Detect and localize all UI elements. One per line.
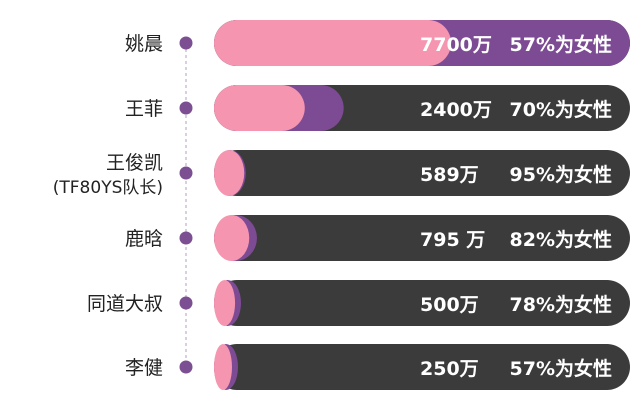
bar-percent-label: 95%为女性 <box>510 163 612 186</box>
row-name: 同道大叔 <box>87 293 163 315</box>
row-name: 鹿晗 <box>125 228 163 250</box>
row-dot <box>179 166 193 180</box>
bar-track <box>214 215 630 261</box>
bar-female-portion <box>214 215 250 261</box>
bar-female-portion <box>214 150 245 196</box>
row-name: 姚晨 <box>125 33 163 55</box>
row-dot <box>179 296 193 310</box>
bar-female-portion <box>214 280 236 326</box>
bar-track <box>214 150 630 196</box>
bar-percent-label: 70%为女性 <box>510 98 612 121</box>
bar-value-label: 7700万 <box>420 34 492 56</box>
bar-percent-label: 57%为女性 <box>510 357 612 380</box>
row-dot <box>179 36 193 50</box>
row-name: 李健 <box>125 357 163 379</box>
bar-percent-label: 82%为女性 <box>510 228 612 251</box>
bar-percent-label: 57%为女性 <box>510 33 612 56</box>
bar-percent-label: 78%为女性 <box>510 293 612 316</box>
row-name: 王菲 <box>125 98 163 120</box>
row-dot <box>179 360 193 374</box>
row-name-subtitle: (TF80YS队长) <box>53 178 163 198</box>
bar-value-label: 2400万 <box>420 99 492 121</box>
row-name: 王俊凯 <box>106 152 163 174</box>
bar-track <box>214 280 630 326</box>
bar-value-label: 589万 <box>420 164 479 186</box>
bar-female-portion <box>214 20 452 66</box>
bar-female-portion <box>214 344 232 390</box>
row-dot <box>179 101 193 115</box>
bar-value-label: 795 万 <box>420 229 485 251</box>
bar-value-label: 250万 <box>420 358 479 380</box>
bar-female-portion <box>214 85 305 131</box>
bar-value-label: 500万 <box>420 294 479 316</box>
row-dot <box>179 231 193 245</box>
bar-track <box>214 344 630 390</box>
